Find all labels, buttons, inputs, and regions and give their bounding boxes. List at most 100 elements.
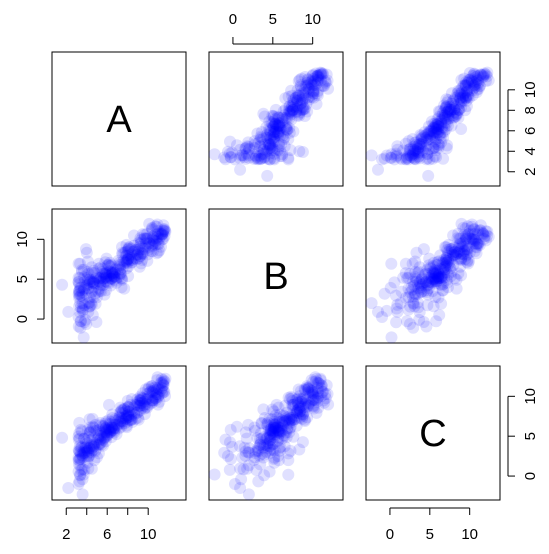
data-point <box>460 100 473 113</box>
data-point <box>136 228 149 241</box>
data-point <box>412 146 424 159</box>
data-point <box>442 281 454 294</box>
data-point <box>403 143 416 156</box>
data-point <box>122 252 135 265</box>
data-point <box>438 253 451 266</box>
data-point <box>260 439 273 452</box>
data-point <box>150 247 163 260</box>
data-point <box>116 415 128 427</box>
data-point <box>271 435 284 448</box>
data-point <box>293 401 306 414</box>
data-point <box>269 125 282 138</box>
data-point <box>109 414 122 427</box>
data-point <box>448 106 461 119</box>
data-point <box>431 113 444 126</box>
data-point <box>257 451 270 464</box>
data-point <box>399 257 412 270</box>
data-point <box>127 401 140 414</box>
data-point <box>81 456 94 469</box>
data-point <box>133 260 146 273</box>
data-point <box>72 288 85 301</box>
data-point <box>421 134 434 146</box>
data-point <box>120 412 132 425</box>
data-point <box>454 88 467 101</box>
data-point <box>255 417 268 429</box>
data-point <box>137 247 150 260</box>
data-point <box>425 272 438 285</box>
data-point <box>276 418 289 431</box>
data-point <box>114 267 127 280</box>
data-point <box>233 152 246 165</box>
data-point <box>287 103 300 116</box>
data-point <box>412 301 425 314</box>
data-point <box>448 272 461 285</box>
data-point <box>274 408 287 421</box>
data-point <box>129 398 142 411</box>
data-point <box>272 120 285 133</box>
data-point <box>451 232 464 245</box>
data-point <box>287 96 300 109</box>
data-point <box>291 404 304 417</box>
data-point <box>242 140 255 153</box>
data-point <box>443 112 456 125</box>
data-point <box>287 413 300 426</box>
data-point <box>302 381 315 394</box>
data-point <box>427 142 440 154</box>
data-point <box>413 138 426 151</box>
data-point <box>155 228 168 241</box>
data-point <box>224 151 237 164</box>
data-point <box>468 223 481 236</box>
data-point <box>240 147 253 160</box>
data-point <box>289 404 302 417</box>
variable-label-C: C <box>419 413 446 455</box>
data-point <box>391 305 404 318</box>
data-point <box>97 279 109 292</box>
data-point <box>80 450 93 462</box>
data-point <box>460 243 473 256</box>
data-point <box>238 441 251 454</box>
data-point <box>147 394 159 407</box>
data-point <box>416 277 429 290</box>
data-point <box>147 382 160 395</box>
data-point <box>286 394 299 407</box>
data-point <box>95 285 108 298</box>
data-point <box>102 259 115 272</box>
data-point <box>287 100 300 113</box>
data-point <box>301 380 313 393</box>
data-point <box>429 291 442 303</box>
data-point <box>435 263 448 276</box>
data-point <box>432 120 445 133</box>
data-point <box>430 133 442 145</box>
data-point <box>459 79 472 92</box>
data-point <box>312 84 325 97</box>
data-point <box>157 385 170 398</box>
data-point <box>157 219 170 232</box>
data-point <box>313 377 326 390</box>
data-point <box>299 71 312 83</box>
data-point <box>249 149 262 162</box>
data-point <box>97 433 109 446</box>
data-point <box>428 272 441 285</box>
data-point <box>72 430 85 443</box>
data-point <box>72 271 85 284</box>
data-point <box>417 130 430 143</box>
data-point <box>435 114 448 126</box>
data-point <box>131 393 144 406</box>
data-point <box>406 290 419 303</box>
data-point <box>412 265 425 278</box>
data-point <box>411 142 424 155</box>
data-point <box>468 67 481 80</box>
data-point <box>260 131 273 144</box>
data-point <box>282 391 295 404</box>
data-point <box>105 421 118 434</box>
data-point <box>465 75 478 88</box>
data-point <box>152 390 165 403</box>
data-point <box>285 413 298 426</box>
data-point <box>249 138 261 151</box>
data-point <box>268 424 281 437</box>
data-point <box>418 268 431 281</box>
data-point <box>428 271 441 284</box>
data-point <box>378 152 391 165</box>
data-point <box>115 272 127 285</box>
data-point <box>143 398 156 411</box>
